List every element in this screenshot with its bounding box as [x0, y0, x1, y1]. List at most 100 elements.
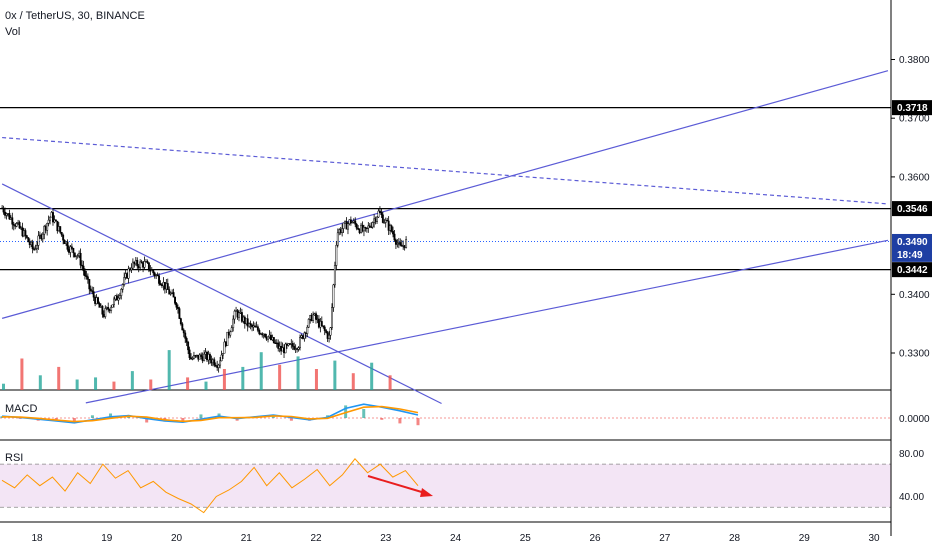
candle-body — [177, 307, 179, 309]
rsi-line — [1, 457, 419, 514]
candle-body — [162, 281, 165, 287]
macd-histogram-bar — [416, 418, 420, 426]
candle-body — [89, 288, 92, 291]
candle-body — [313, 313, 316, 316]
candle-body — [325, 330, 328, 333]
macd-tick-label: 0.0000 — [899, 414, 930, 425]
candle-body — [97, 297, 99, 304]
candle-body — [86, 276, 89, 280]
candle-body — [349, 219, 352, 224]
macd-histogram-bar — [181, 418, 185, 421]
candle-body — [281, 347, 284, 352]
candle-body — [12, 223, 15, 226]
x-tick-label: 24 — [450, 533, 462, 544]
candle-body — [365, 227, 368, 229]
macd-histogram-bar — [145, 418, 149, 423]
candle-body — [216, 365, 219, 368]
candle-body — [272, 337, 275, 344]
candle-body — [274, 342, 277, 344]
candle-body — [405, 239, 408, 248]
volume-bar — [351, 373, 355, 390]
candle-body — [378, 210, 381, 213]
candle-body — [98, 303, 101, 308]
candle-body — [287, 343, 290, 346]
candle-body — [361, 224, 364, 232]
rsi-pane — [0, 457, 891, 514]
candle-body — [188, 349, 191, 358]
arrow-head-icon — [420, 488, 433, 497]
x-tick-label: 25 — [520, 533, 532, 544]
candle-body — [245, 318, 248, 324]
candle-body — [374, 218, 377, 222]
candle-body — [30, 241, 33, 245]
candle-body — [14, 225, 17, 227]
candle-body — [158, 275, 161, 284]
candle-body — [46, 222, 49, 231]
candle-body — [134, 259, 137, 265]
candle-body — [294, 348, 297, 350]
candle-body — [127, 268, 130, 279]
candle-body — [133, 261, 136, 265]
macd-histogram-bar — [90, 415, 94, 418]
candle-body — [208, 354, 211, 361]
candle-body — [123, 277, 126, 285]
candle-body — [24, 230, 27, 236]
candle-body — [383, 222, 386, 224]
candle-body — [152, 269, 155, 274]
volume-bar — [204, 381, 208, 390]
price-label-box — [892, 246, 932, 262]
candle-body — [326, 332, 329, 339]
candle-body — [6, 213, 9, 215]
candle-body — [262, 333, 265, 336]
candle-body — [197, 354, 200, 360]
candle-body — [191, 358, 194, 360]
candle-body — [232, 318, 235, 329]
volume-bar — [333, 360, 337, 390]
candle-body — [275, 342, 278, 344]
candle-body — [136, 259, 139, 267]
candle-body — [182, 329, 185, 334]
volume-bar — [20, 358, 24, 390]
candle-body — [319, 321, 322, 328]
volume-bar — [2, 383, 5, 390]
price-label-box — [892, 233, 932, 249]
volume-bar — [388, 375, 392, 390]
candle-body — [293, 346, 296, 350]
candle-body — [296, 348, 299, 350]
candle-body — [59, 226, 62, 233]
volume-bar — [130, 371, 134, 390]
candle-body — [22, 230, 25, 237]
candle-body — [142, 262, 145, 268]
price-axis: 0.3800 0.3700 0.3600 0.3400 0.3300 0.0000 80.0… — [890, 0, 932, 536]
candle-body — [270, 334, 272, 341]
candle-body — [113, 298, 115, 305]
candle-body — [145, 261, 147, 263]
candle-body — [243, 316, 246, 324]
volume-bar — [94, 377, 98, 390]
divergence-arrow — [367, 475, 426, 494]
candle-body — [358, 229, 361, 233]
candle-body — [174, 296, 176, 304]
rsi-label: RSI — [5, 452, 24, 464]
candle-body — [56, 220, 59, 232]
candle-body — [235, 310, 238, 312]
candle-body — [34, 248, 37, 250]
candle-body — [259, 333, 262, 335]
x-tick-label: 29 — [799, 533, 811, 544]
signal-line — [1, 405, 419, 423]
symbol-header: 0x / TetherUS, 30, BINANCE — [5, 10, 145, 22]
candle-body — [328, 334, 331, 339]
volume-bar — [75, 379, 79, 390]
x-tick-label: 19 — [101, 533, 113, 544]
candle-body — [200, 354, 203, 357]
candle-body — [261, 333, 264, 336]
candle-body — [140, 261, 143, 264]
candle-body — [129, 268, 131, 270]
candle-body — [207, 354, 210, 361]
candle-body — [168, 289, 171, 295]
volume-bar — [314, 369, 318, 390]
candle-body — [342, 222, 345, 229]
candle-body — [78, 252, 81, 256]
candle-body — [226, 331, 229, 346]
